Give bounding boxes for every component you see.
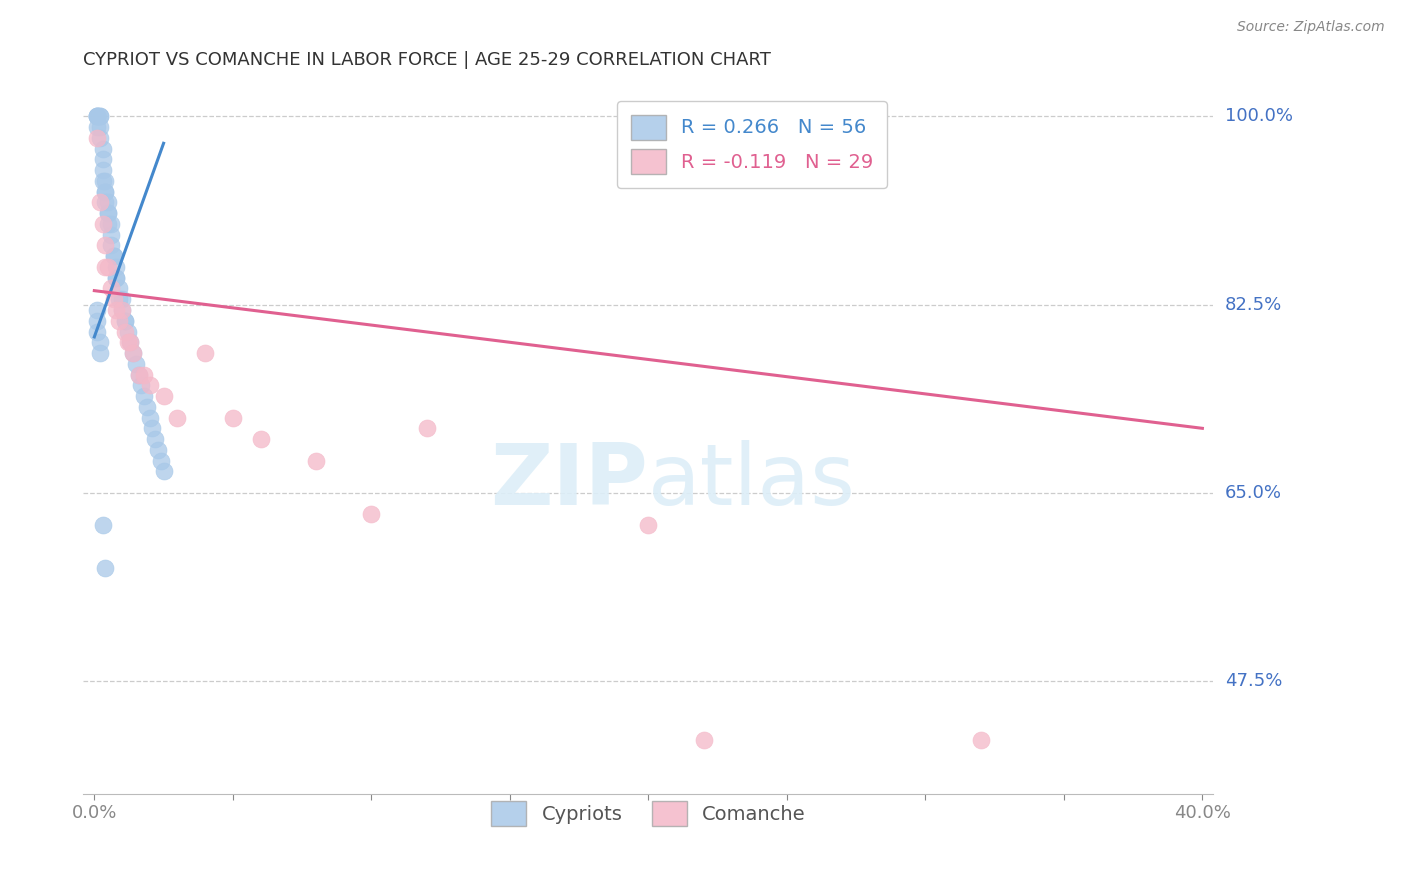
Point — [94, 561, 117, 575]
Point — [117, 325, 139, 339]
Point — [114, 314, 136, 328]
Point — [86, 109, 108, 123]
Point — [100, 227, 122, 242]
Text: CYPRIOT VS COMANCHE IN LABOR FORCE | AGE 25-29 CORRELATION CHART: CYPRIOT VS COMANCHE IN LABOR FORCE | AGE… — [83, 51, 770, 69]
Point — [89, 346, 111, 360]
Point — [86, 109, 108, 123]
Point — [138, 378, 160, 392]
Point — [97, 195, 120, 210]
Point — [89, 109, 111, 123]
Point — [105, 260, 128, 274]
Point — [134, 368, 156, 382]
Point — [86, 109, 108, 123]
Point — [131, 378, 153, 392]
Legend: Cypriots, Comanche: Cypriots, Comanche — [484, 794, 814, 834]
Point — [94, 260, 117, 274]
Point — [194, 346, 217, 360]
Point — [970, 733, 993, 747]
Point — [89, 195, 111, 210]
Point — [97, 260, 120, 274]
Point — [89, 120, 111, 135]
Text: 47.5%: 47.5% — [1225, 672, 1282, 690]
Point — [305, 453, 328, 467]
Point — [94, 195, 117, 210]
Point — [86, 120, 108, 135]
Text: 100.0%: 100.0% — [1225, 107, 1292, 126]
Point — [86, 303, 108, 318]
Point — [143, 432, 166, 446]
Point — [94, 185, 117, 199]
Point — [91, 174, 114, 188]
Point — [111, 303, 134, 318]
Point — [122, 346, 145, 360]
Point — [693, 733, 716, 747]
Point — [86, 325, 108, 339]
Point — [111, 303, 134, 318]
Point — [122, 346, 145, 360]
Point — [128, 368, 150, 382]
Point — [416, 421, 439, 435]
Point — [114, 314, 136, 328]
Point — [134, 389, 156, 403]
Point — [91, 518, 114, 533]
Point — [94, 174, 117, 188]
Point — [125, 357, 148, 371]
Point — [146, 442, 169, 457]
Point — [91, 142, 114, 156]
Point — [152, 389, 174, 403]
Point — [97, 206, 120, 220]
Point — [120, 335, 142, 350]
Point — [108, 314, 131, 328]
Point — [108, 281, 131, 295]
Point — [360, 508, 382, 522]
Point — [249, 432, 271, 446]
Point — [114, 325, 136, 339]
Point — [111, 292, 134, 306]
Point — [105, 303, 128, 318]
Point — [138, 410, 160, 425]
Point — [103, 249, 125, 263]
Point — [100, 217, 122, 231]
Point — [222, 410, 245, 425]
Point — [103, 249, 125, 263]
Point — [149, 453, 172, 467]
Point — [97, 206, 120, 220]
Text: 65.0%: 65.0% — [1225, 483, 1282, 502]
Text: Source: ZipAtlas.com: Source: ZipAtlas.com — [1237, 20, 1385, 34]
Point — [141, 421, 163, 435]
Point — [91, 163, 114, 178]
Point — [91, 217, 114, 231]
Point — [108, 292, 131, 306]
Point — [166, 410, 188, 425]
Point — [152, 464, 174, 478]
Point — [97, 217, 120, 231]
Point — [637, 518, 659, 533]
Point — [136, 400, 159, 414]
Point — [105, 270, 128, 285]
Point — [86, 109, 108, 123]
Point — [103, 292, 125, 306]
Text: 82.5%: 82.5% — [1225, 295, 1282, 314]
Point — [128, 368, 150, 382]
Text: ZIP: ZIP — [491, 440, 648, 524]
Point — [105, 270, 128, 285]
Point — [117, 335, 139, 350]
Point — [100, 238, 122, 252]
Point — [89, 131, 111, 145]
Point — [94, 185, 117, 199]
Point — [86, 131, 108, 145]
Point — [120, 335, 142, 350]
Point — [100, 281, 122, 295]
Point — [89, 335, 111, 350]
Point — [94, 238, 117, 252]
Point — [91, 153, 114, 167]
Point — [86, 314, 108, 328]
Point — [89, 109, 111, 123]
Text: atlas: atlas — [648, 440, 856, 524]
